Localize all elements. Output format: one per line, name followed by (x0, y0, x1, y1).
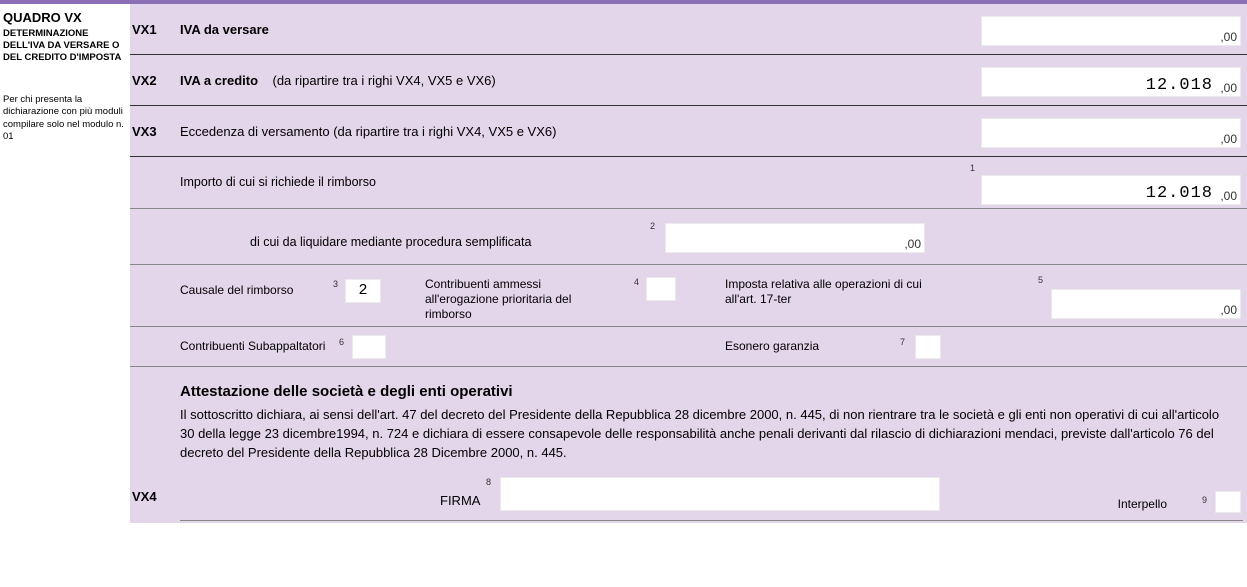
code-vx1: VX1 (130, 8, 180, 37)
code-vx3: VX3 (130, 110, 180, 139)
label-vx1: IVA da versare (180, 22, 269, 37)
label-firma: FIRMA (440, 493, 480, 508)
input-vx3[interactable]: ,00 (981, 118, 1241, 148)
label-vx2-rest: (da ripartire tra i righi VX4, VX5 e VX6… (272, 73, 495, 88)
label-subapp: Contribuenti Subappaltatori (180, 339, 325, 353)
attest-body: Il sottoscritto dichiara, ai sensi dell'… (180, 406, 1247, 463)
sup-prioritaria: 4 (634, 277, 639, 287)
sup-firma: 8 (486, 477, 491, 487)
form-page: QUADRO VX DETERMINAZIONE DELL'IVA DA VER… (0, 0, 1247, 523)
sup-interpello: 9 (1202, 495, 1207, 505)
code-vx2: VX2 (130, 59, 180, 88)
divider (180, 520, 1243, 521)
quadro-title: QUADRO VX (3, 10, 124, 26)
sup-semplificata: 2 (650, 221, 655, 231)
input-causale[interactable]: 2 (345, 279, 381, 303)
row-subapp-esonero: Contribuenti Subappaltatori 6 Esonero ga… (130, 327, 1247, 367)
quadro-note: Per chi presenta la dichiarazione con pi… (3, 94, 124, 143)
label-prioritaria: Contribuenti ammessi all'erogazione prio… (425, 277, 571, 321)
left-column: QUADRO VX DETERMINAZIONE DELL'IVA DA VER… (0, 4, 130, 523)
input-subapp[interactable] (352, 335, 386, 359)
dec-rimborso: ,00 (1220, 189, 1237, 203)
label-art17ter: Imposta relativa alle operazioni di cui … (725, 277, 922, 306)
dec-art17ter: ,00 (1220, 303, 1237, 317)
label-interpello: Interpello (1118, 497, 1167, 511)
sup-rimborso: 1 (970, 163, 975, 173)
input-art17ter[interactable]: ,00 (1051, 289, 1241, 319)
input-vx2[interactable]: 12.018 ,00 (981, 67, 1241, 97)
quadro-subtitle: DETERMINAZIONE DELL'IVA DA VERSARE O DEL… (3, 28, 124, 64)
input-firma[interactable] (500, 477, 940, 511)
row-causale-group: Causale del rimborso 3 2 Contribuenti am… (130, 265, 1247, 327)
attest-title: Attestazione delle società e degli enti … (180, 375, 1247, 406)
sup-causale: 3 (333, 279, 338, 289)
value-rimborso: 12.018 (1146, 184, 1213, 203)
row-vx2: VX2 IVA a credito (da ripartire tra i ri… (130, 55, 1247, 106)
input-vx1[interactable]: ,00 (981, 16, 1241, 46)
code-vx4: VX4 (130, 473, 180, 504)
row-semplificata: di cui da liquidare mediante procedura s… (130, 209, 1247, 265)
label-esonero: Esonero garanzia (725, 339, 819, 353)
input-interpello[interactable] (1215, 491, 1241, 513)
sup-subapp: 6 (339, 337, 344, 347)
dec-vx3: ,00 (1220, 132, 1237, 146)
value-vx2: 12.018 (1146, 76, 1213, 95)
row-vx4: VX4 8 FIRMA Interpello 9 (130, 467, 1247, 523)
row-rimborso: Importo di cui si richiede il rimborso 1… (130, 157, 1247, 209)
sup-art17ter: 5 (1038, 275, 1043, 285)
input-rimborso[interactable]: 12.018 ,00 (981, 175, 1241, 205)
label-vx3: Eccedenza di versamento (da ripartire tr… (180, 124, 556, 139)
row-vx1: VX1 IVA da versare ,00 (130, 4, 1247, 55)
label-rimborso: Importo di cui si richiede il rimborso (180, 175, 376, 189)
main-content: VX1 IVA da versare ,00 VX2 IVA a credito (130, 4, 1247, 523)
dec-vx1: ,00 (1220, 30, 1237, 44)
attestazione-section: Attestazione delle società e degli enti … (130, 367, 1247, 467)
dec-vx2: ,00 (1220, 81, 1237, 95)
sup-esonero: 7 (900, 337, 905, 347)
input-semplificata[interactable]: ,00 (665, 223, 925, 253)
dec-semplificata: ,00 (904, 237, 921, 251)
input-prioritaria[interactable] (646, 277, 676, 301)
label-semplificata: di cui da liquidare mediante procedura s… (250, 235, 531, 249)
label-vx2-bold: IVA a credito (180, 73, 258, 88)
label-causale: Causale del rimborso (180, 283, 293, 297)
input-esonero[interactable] (915, 335, 941, 359)
value-causale: 2 (358, 282, 367, 299)
row-vx3: VX3 Eccedenza di versamento (da ripartir… (130, 106, 1247, 157)
